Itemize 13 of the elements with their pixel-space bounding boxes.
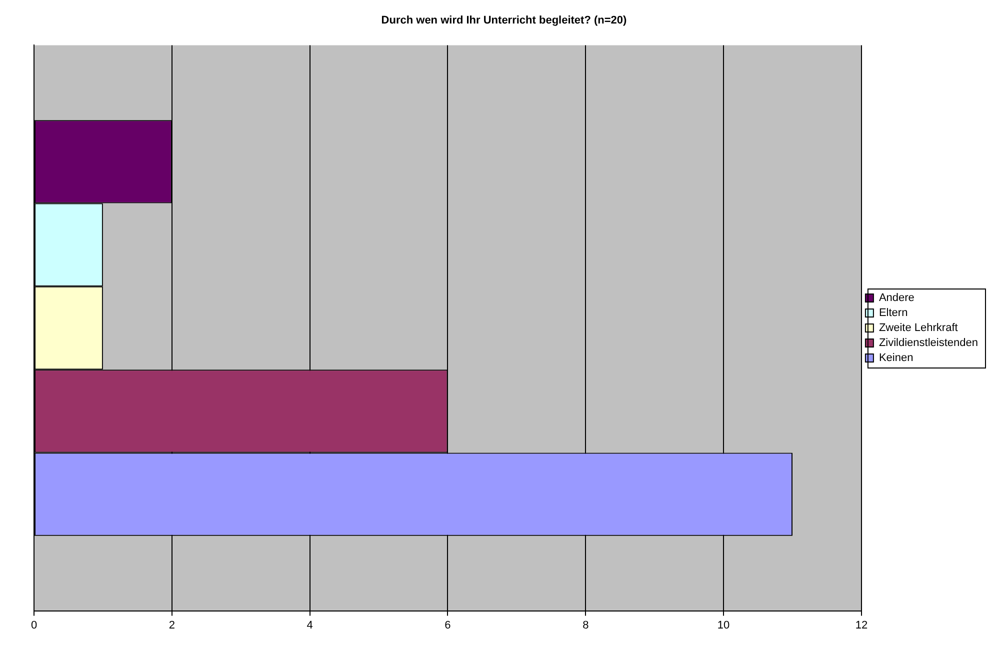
chart-title: Durch wen wird Ihr Unterricht begleitet? (n=20) (381, 14, 628, 27)
x-tick-label: 8 (582, 619, 589, 632)
legend-label: Andere (878, 292, 914, 304)
x-tick-label: 4 (306, 619, 313, 632)
legend-label: Keinen (878, 352, 914, 364)
x-tick-label: 6 (444, 619, 451, 632)
legend-label: Eltern (878, 307, 908, 320)
legend-label: Zivildienstleistenden (878, 337, 978, 350)
x-tick-label: 10 (717, 619, 730, 632)
x-tick-label: 2 (168, 619, 175, 632)
x-tick-label: 0 (30, 619, 38, 632)
x-tick-label: 12 (855, 619, 868, 632)
legend-label: Zweite Lehrkraft (878, 322, 958, 334)
